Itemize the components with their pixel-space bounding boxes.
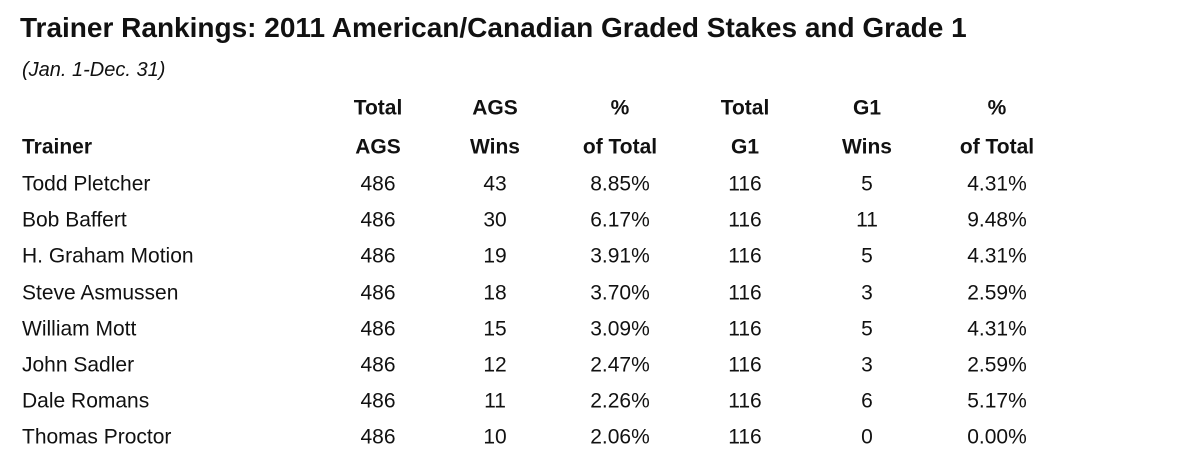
table-cell: 4.31% bbox=[967, 317, 1027, 341]
table-cell: 116 bbox=[728, 353, 762, 377]
table-cell: 43 bbox=[483, 172, 507, 196]
table-cell: 15 bbox=[483, 317, 507, 341]
table-cell: 8.85% bbox=[590, 172, 650, 196]
table-cell: 3.09% bbox=[590, 317, 650, 341]
table-cell: 5.17% bbox=[967, 389, 1027, 413]
table-cell: 3.91% bbox=[590, 244, 650, 268]
table-cell: 0 bbox=[861, 425, 873, 449]
table-cell: 4.31% bbox=[967, 172, 1027, 196]
table-cell: 10 bbox=[483, 425, 507, 449]
table-cell: 116 bbox=[728, 389, 762, 413]
column-header: AGS bbox=[472, 96, 518, 120]
subtitle: (Jan. 1-Dec. 31) bbox=[22, 59, 166, 81]
trainer-name: H. Graham Motion bbox=[22, 244, 194, 268]
table-cell: 116 bbox=[728, 244, 762, 268]
table-cell: 116 bbox=[728, 425, 762, 449]
table-cell: 5 bbox=[861, 317, 873, 341]
column-header: Total bbox=[720, 96, 770, 120]
table-cell: 12 bbox=[483, 353, 507, 377]
table-cell: 4.31% bbox=[967, 244, 1027, 268]
column-header: Trainer bbox=[22, 135, 93, 159]
table-cell: 486 bbox=[360, 244, 396, 268]
column-header: of Total bbox=[959, 135, 1035, 159]
table-cell: 3.70% bbox=[590, 281, 650, 305]
table-cell: 486 bbox=[360, 317, 396, 341]
table-cell: 0.00% bbox=[967, 425, 1027, 449]
column-header: Wins bbox=[842, 135, 892, 159]
column-header: AGS bbox=[355, 135, 401, 159]
table-cell: 486 bbox=[360, 389, 396, 413]
trainer-name: William Mott bbox=[22, 317, 137, 341]
table-cell: 11 bbox=[484, 389, 506, 413]
table-cell: 486 bbox=[360, 353, 396, 377]
table-cell: 486 bbox=[360, 425, 396, 449]
column-header: Total bbox=[353, 96, 403, 120]
table-cell: 6 bbox=[861, 389, 873, 413]
table-cell: 11 bbox=[856, 208, 878, 232]
table-cell: 3 bbox=[861, 353, 873, 377]
trainer-name: John Sadler bbox=[22, 353, 135, 377]
table-cell: 2.06% bbox=[590, 425, 650, 449]
column-header: Wins bbox=[470, 135, 520, 159]
table-cell: 30 bbox=[483, 208, 507, 232]
table-cell: 116 bbox=[728, 172, 762, 196]
column-header: % bbox=[610, 96, 630, 120]
trainer-name: Todd Pletcher bbox=[22, 172, 151, 196]
trainer-name: Bob Baffert bbox=[22, 208, 127, 232]
table-cell: 5 bbox=[861, 244, 873, 268]
table-cell: 116 bbox=[728, 208, 762, 232]
trainer-name: Steve Asmussen bbox=[22, 281, 179, 305]
table-cell: 5 bbox=[861, 172, 873, 196]
table-cell: 2.59% bbox=[967, 353, 1027, 377]
trainer-name: Thomas Proctor bbox=[22, 425, 172, 449]
column-header: of Total bbox=[582, 135, 658, 159]
table-cell: 9.48% bbox=[967, 208, 1027, 232]
table-cell: 18 bbox=[483, 281, 507, 305]
table-cell: 486 bbox=[360, 208, 396, 232]
table-cell: 2.26% bbox=[590, 389, 650, 413]
column-header: % bbox=[987, 96, 1007, 120]
title: Trainer Rankings: 2011 American/Canadian… bbox=[20, 12, 967, 43]
column-header: G1 bbox=[852, 96, 882, 120]
table-cell: 6.17% bbox=[590, 208, 650, 232]
table-cell: 486 bbox=[360, 172, 396, 196]
table-cell: 2.47% bbox=[590, 353, 650, 377]
table-cell: 2.59% bbox=[967, 281, 1027, 305]
table-cell: 3 bbox=[861, 281, 873, 305]
table-cell: 116 bbox=[728, 281, 762, 305]
column-header: G1 bbox=[730, 135, 760, 159]
table-cell: 19 bbox=[483, 244, 507, 268]
trainer-name: Dale Romans bbox=[22, 389, 150, 413]
table-cell: 486 bbox=[360, 281, 396, 305]
table-cell: 116 bbox=[728, 317, 762, 341]
